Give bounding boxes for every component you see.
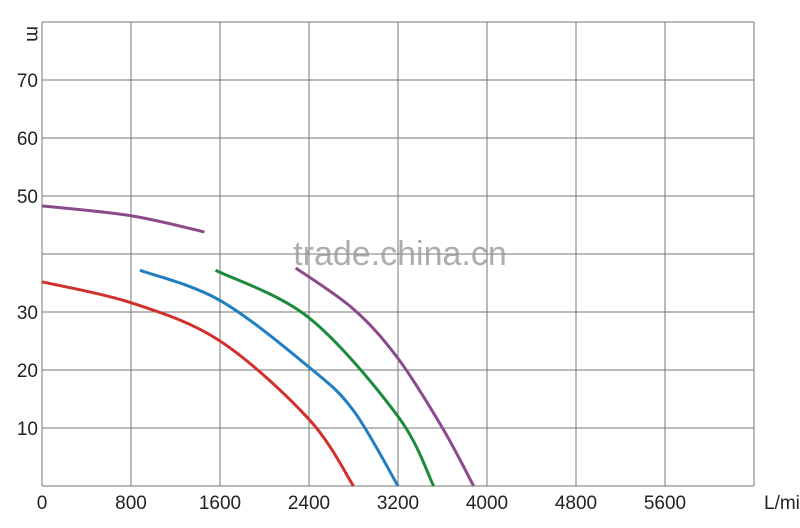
- y-axis-label: m: [22, 26, 43, 42]
- grid: [41, 21, 755, 487]
- x-tick-label: 1600: [199, 493, 241, 514]
- x-axis-label: L/min: [764, 493, 800, 514]
- series-line-2: [214, 268, 435, 487]
- x-tick-label: 800: [115, 493, 147, 514]
- series-line-3: [294, 266, 475, 487]
- y-tick-label: 20: [17, 361, 38, 382]
- y-tick-labels: 10 20 30 50 60 70: [17, 71, 38, 440]
- x-tick-label: 4800: [555, 493, 597, 514]
- y-tick-label: 30: [17, 303, 38, 324]
- series-line-3: [41, 204, 205, 234]
- y-tick-label: 70: [17, 71, 38, 92]
- x-tick-label: 4000: [466, 493, 508, 514]
- x-tick-label: 2400: [288, 493, 330, 514]
- watermark: trade.china.cn: [293, 235, 507, 273]
- series-line-0: [41, 280, 355, 487]
- x-tick-label: 5600: [644, 493, 686, 514]
- series-line-1: [139, 268, 400, 487]
- x-tick-label: 3200: [377, 493, 419, 514]
- y-tick-label: 10: [17, 419, 38, 440]
- x-tick-labels: 0 800 1600 2400 3200 4000 4800 5600: [37, 493, 686, 514]
- y-tick-label: 50: [17, 187, 38, 208]
- x-tick-label: 0: [37, 493, 48, 514]
- y-tick-label: 60: [17, 129, 38, 150]
- series-layer: [41, 204, 475, 487]
